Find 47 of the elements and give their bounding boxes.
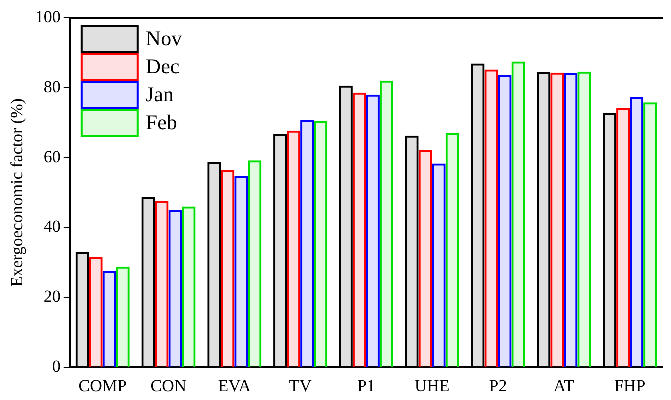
x-tick-label: EVA bbox=[218, 376, 252, 396]
bar bbox=[380, 80, 394, 368]
bar bbox=[248, 160, 262, 368]
bar bbox=[89, 257, 103, 368]
bar bbox=[314, 121, 328, 368]
x-tick-label: COMP bbox=[78, 376, 127, 396]
bar bbox=[564, 73, 578, 368]
bar bbox=[234, 176, 248, 368]
bar bbox=[498, 75, 512, 368]
bar bbox=[630, 97, 644, 368]
x-tick-label: CON bbox=[150, 376, 187, 396]
bar bbox=[550, 72, 564, 368]
x-tick-label: TV bbox=[289, 376, 313, 396]
bar bbox=[578, 72, 592, 368]
bar bbox=[116, 266, 130, 368]
y-axis-title: Exergoeconomic factor (%) bbox=[8, 98, 27, 288]
y-tick-label: 40 bbox=[44, 217, 61, 236]
bar bbox=[512, 62, 526, 368]
bar bbox=[418, 150, 432, 368]
y-tick-label: 100 bbox=[35, 7, 61, 26]
bar bbox=[644, 102, 658, 368]
bar bbox=[300, 120, 314, 368]
y-tick-label: 80 bbox=[44, 77, 61, 96]
bar bbox=[616, 108, 630, 368]
bar bbox=[155, 202, 169, 368]
bar bbox=[366, 94, 380, 368]
bar bbox=[287, 130, 301, 368]
legend-label: Feb bbox=[146, 110, 178, 135]
bar bbox=[102, 271, 116, 368]
legend-label: Jan bbox=[146, 82, 174, 107]
legend-label: Nov bbox=[146, 26, 183, 51]
y-tick-label: 0 bbox=[52, 357, 61, 376]
x-tick-label: P2 bbox=[489, 376, 508, 396]
y-tick-label: 60 bbox=[44, 147, 61, 166]
bar bbox=[446, 133, 460, 368]
x-tick-label: UHE bbox=[414, 376, 450, 396]
y-tick-label: 20 bbox=[44, 287, 61, 306]
x-tick-label: FHP bbox=[614, 376, 646, 396]
bar bbox=[484, 70, 498, 368]
bar bbox=[168, 210, 182, 368]
x-tick-label: AT bbox=[554, 376, 576, 396]
bar bbox=[352, 92, 366, 368]
bar bbox=[221, 170, 235, 368]
bar bbox=[182, 206, 196, 368]
legend-label: Dec bbox=[146, 54, 180, 79]
bar bbox=[432, 164, 446, 368]
x-tick-label: P1 bbox=[357, 376, 376, 396]
